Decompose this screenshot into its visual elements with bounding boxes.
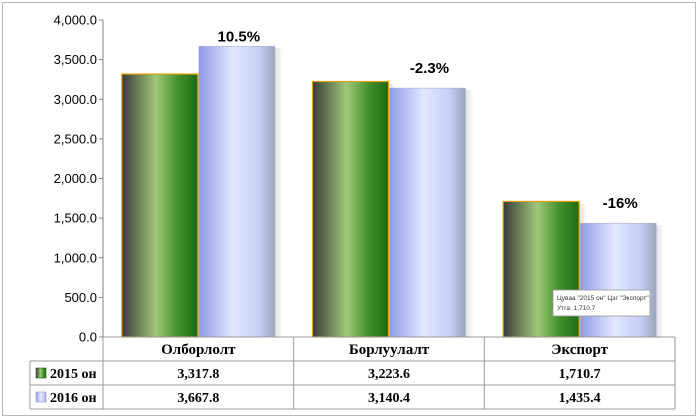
y-tick-label: 2,500.0 bbox=[54, 131, 97, 146]
legend-label: 2016 он bbox=[50, 391, 97, 406]
y-tick-label: 2,000.0 bbox=[54, 171, 97, 186]
bar-shadow bbox=[274, 48, 283, 338]
y-tick-label: 4,000.0 bbox=[54, 13, 97, 28]
x-category-label: Олборлолт bbox=[161, 342, 236, 358]
x-category-label: Борлуулалт bbox=[349, 342, 430, 358]
tooltip: Цуваа "2015 он" Цэг "Экспорт" Утга: 1,71… bbox=[552, 289, 651, 317]
table-cell-value: 1,710.7 bbox=[559, 367, 601, 382]
y-tick-label: 3,500.0 bbox=[54, 52, 97, 67]
y-tick-label: 1,000.0 bbox=[54, 250, 97, 265]
y-tick-label: 1,500.0 bbox=[54, 211, 97, 226]
bar-2015[interactable] bbox=[502, 200, 580, 338]
table-cell-value: 3,140.4 bbox=[368, 391, 410, 406]
bar-2016[interactable] bbox=[198, 46, 276, 338]
bar-shadow bbox=[656, 225, 665, 337]
change-label: -16% bbox=[603, 195, 638, 212]
bar-2015[interactable] bbox=[311, 80, 390, 338]
tooltip-box bbox=[552, 289, 651, 317]
table-cell-value: 3,317.8 bbox=[177, 367, 219, 382]
table-cell-value: 3,667.8 bbox=[177, 391, 219, 406]
legend-label: 2015 он bbox=[50, 367, 97, 382]
tooltip-line-2: Утга: 1,710.7 bbox=[557, 305, 596, 312]
bar-2016[interactable] bbox=[389, 87, 466, 338]
bar-2016[interactable] bbox=[579, 222, 657, 338]
legend-key-2016 bbox=[35, 391, 47, 403]
table-cell-value: 1,435.4 bbox=[559, 391, 601, 406]
y-tick-label: 0.0 bbox=[79, 330, 97, 345]
tooltip-line-1: Цуваа "2015 он" Цэг "Экспорт" bbox=[557, 295, 649, 302]
change-label: 10.5% bbox=[218, 28, 261, 45]
change-label: -2.3% bbox=[410, 60, 449, 77]
x-category-label: Экспорт bbox=[551, 342, 608, 358]
bar-shadow bbox=[465, 90, 474, 338]
y-tick-label: 500.0 bbox=[64, 290, 97, 305]
table-cell-value: 3,223.6 bbox=[368, 367, 410, 382]
y-tick-label: 3,000.0 bbox=[54, 92, 97, 107]
legend-key-2015 bbox=[35, 367, 47, 379]
bar-2015[interactable] bbox=[121, 73, 199, 338]
